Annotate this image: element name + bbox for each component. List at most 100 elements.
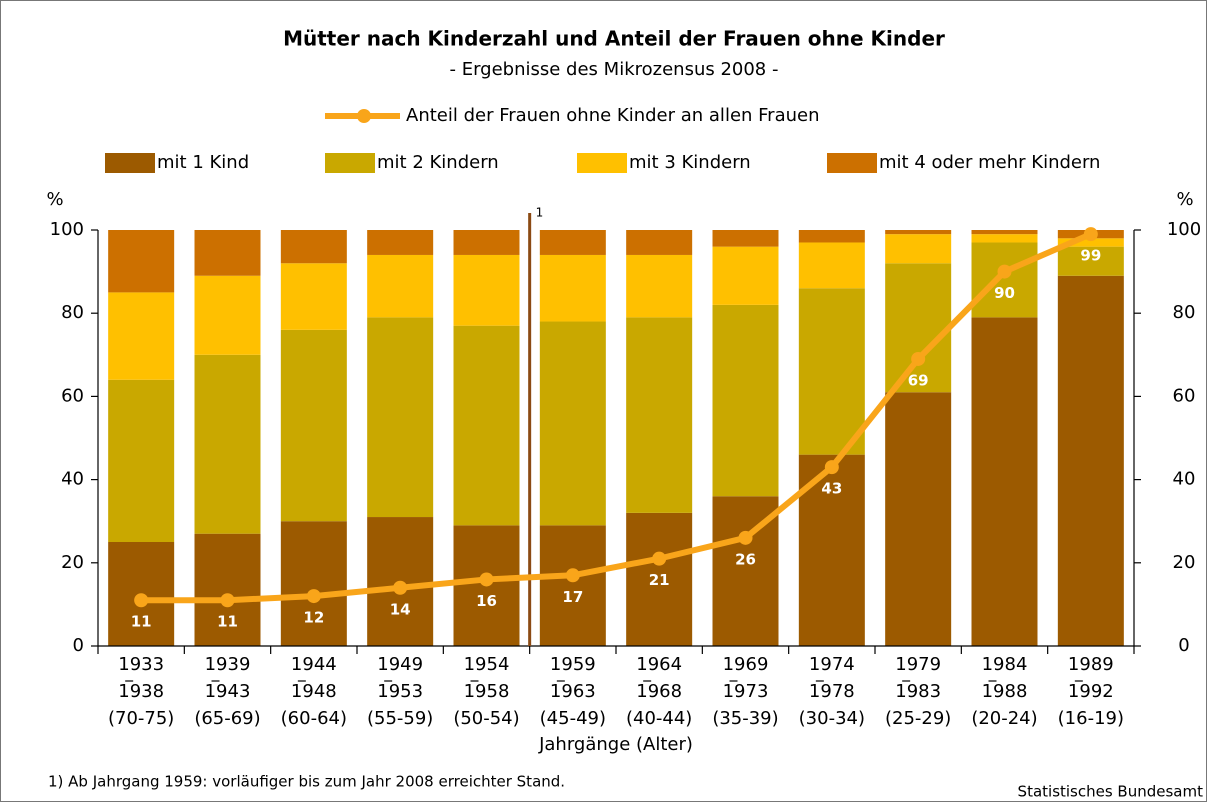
bar-segment bbox=[885, 230, 952, 235]
source: Statistisches Bundesamt bbox=[1018, 783, 1204, 801]
x-tick-label: 1969 bbox=[723, 654, 769, 675]
line-marker bbox=[1083, 227, 1098, 242]
line-marker bbox=[565, 568, 580, 583]
x-tick-label: 1979 bbox=[895, 654, 941, 675]
y2-tick-label: 100 bbox=[1167, 219, 1201, 240]
x-tick-label: (60-64) bbox=[281, 708, 347, 729]
x-tick-label: (20-24) bbox=[971, 708, 1037, 729]
data-label: 17 bbox=[562, 588, 583, 606]
bar-segment bbox=[194, 275, 261, 355]
bar-segment bbox=[453, 254, 520, 326]
bar-segment bbox=[626, 317, 693, 513]
bar-segment bbox=[1057, 238, 1124, 247]
x-tick-label: 1948 bbox=[291, 681, 337, 702]
bar-segment bbox=[280, 521, 347, 646]
bar-segment bbox=[367, 230, 434, 255]
y-tick-label: 80 bbox=[61, 302, 84, 323]
bar-segment bbox=[453, 230, 520, 255]
y2-tick-label: 40 bbox=[1173, 469, 1196, 490]
line-marker bbox=[134, 593, 149, 608]
line-marker bbox=[306, 589, 321, 604]
x-tick-label: (65-69) bbox=[194, 708, 260, 729]
x-tick-label: (25-29) bbox=[885, 708, 951, 729]
y-tick-label: 60 bbox=[61, 385, 84, 406]
x-tick-label: 1963 bbox=[550, 681, 596, 702]
legend-label: mit 2 Kindern bbox=[377, 152, 499, 173]
x-tick-label: (35-39) bbox=[712, 708, 778, 729]
bar-segment bbox=[539, 525, 606, 646]
bar-segment bbox=[539, 230, 606, 255]
data-label: 69 bbox=[908, 371, 929, 389]
bar-segment bbox=[194, 230, 261, 276]
x-tick-label: 1959 bbox=[550, 654, 596, 675]
bar-segment bbox=[1057, 275, 1124, 646]
bar-segment bbox=[280, 329, 347, 522]
line-marker bbox=[652, 551, 667, 566]
data-label: 43 bbox=[821, 480, 842, 498]
legend-label: mit 1 Kind bbox=[157, 152, 249, 173]
x-tick-label: 1984 bbox=[982, 654, 1028, 675]
data-label: 26 bbox=[735, 550, 756, 568]
bar-segment bbox=[798, 230, 865, 243]
annotation: 1 bbox=[536, 206, 544, 220]
line-marker bbox=[738, 530, 753, 545]
data-label: 14 bbox=[390, 600, 411, 618]
legend-label: mit 3 Kindern bbox=[629, 152, 751, 173]
data-label: 21 bbox=[649, 571, 670, 589]
y-tick-label: 100 bbox=[50, 219, 84, 240]
x-tick-label: 1974 bbox=[809, 654, 855, 675]
x-tick-label: (40-44) bbox=[626, 708, 692, 729]
x-tick-label: 1954 bbox=[464, 654, 510, 675]
y-tick-label: 0 bbox=[73, 635, 84, 656]
legend-swatch bbox=[325, 153, 375, 173]
chart-subtitle: - Ergebnisse des Mikrozensus 2008 - bbox=[450, 59, 779, 80]
x-tick-label: (70-75) bbox=[108, 708, 174, 729]
y2-tick-label: 60 bbox=[1173, 385, 1196, 406]
bar-segment bbox=[971, 234, 1038, 243]
y-tick-label: 20 bbox=[61, 552, 84, 573]
x-tick-label: (55-59) bbox=[367, 708, 433, 729]
line-series bbox=[141, 231, 1093, 604]
bar-segment bbox=[626, 230, 693, 255]
x-tick-label: 1939 bbox=[205, 654, 251, 675]
bar-segment bbox=[971, 242, 1038, 318]
bar-segment bbox=[194, 533, 261, 646]
data-label: 99 bbox=[1080, 247, 1101, 265]
bar-segment bbox=[885, 392, 952, 646]
chart-title: Mütter nach Kinderzahl und Anteil der Fr… bbox=[283, 27, 945, 51]
x-tick-label: 1968 bbox=[636, 681, 682, 702]
x-tick-label: (16-19) bbox=[1058, 708, 1124, 729]
bar-segment bbox=[712, 230, 779, 247]
x-tick-label: 1989 bbox=[1068, 654, 1114, 675]
bar-segment bbox=[280, 230, 347, 264]
x-tick-label: 1943 bbox=[205, 681, 251, 702]
bar-segment bbox=[108, 230, 175, 293]
bar-segment bbox=[453, 325, 520, 526]
data-label: 11 bbox=[217, 613, 238, 631]
legend-swatch bbox=[827, 153, 877, 173]
x-tick-label: 1949 bbox=[377, 654, 423, 675]
line-marker bbox=[479, 572, 494, 587]
line-marker bbox=[393, 580, 408, 595]
legend-swatch bbox=[105, 153, 155, 173]
x-tick-label: (50-54) bbox=[453, 708, 519, 729]
x-tick-label: 1978 bbox=[809, 681, 855, 702]
x-tick-label: 1953 bbox=[377, 681, 423, 702]
x-tick-label: (30-34) bbox=[799, 708, 865, 729]
bar-segment bbox=[885, 263, 952, 393]
line-marker bbox=[220, 593, 235, 608]
legend-label: Anteil der Frauen ohne Kinder an allen F… bbox=[406, 105, 820, 126]
x-tick-label: 1938 bbox=[118, 681, 164, 702]
bar-segment bbox=[367, 254, 434, 318]
bar-segment bbox=[798, 242, 865, 289]
y2-axis-label: % bbox=[1176, 189, 1193, 210]
data-label: 11 bbox=[131, 613, 152, 631]
bar-segment bbox=[885, 234, 952, 264]
legend-swatch bbox=[577, 153, 627, 173]
x-tick-label: 1958 bbox=[464, 681, 510, 702]
bar-segment bbox=[108, 292, 175, 380]
bar-segment bbox=[1057, 246, 1124, 276]
x-tick-label: 1983 bbox=[895, 681, 941, 702]
bar-segment bbox=[626, 254, 693, 318]
